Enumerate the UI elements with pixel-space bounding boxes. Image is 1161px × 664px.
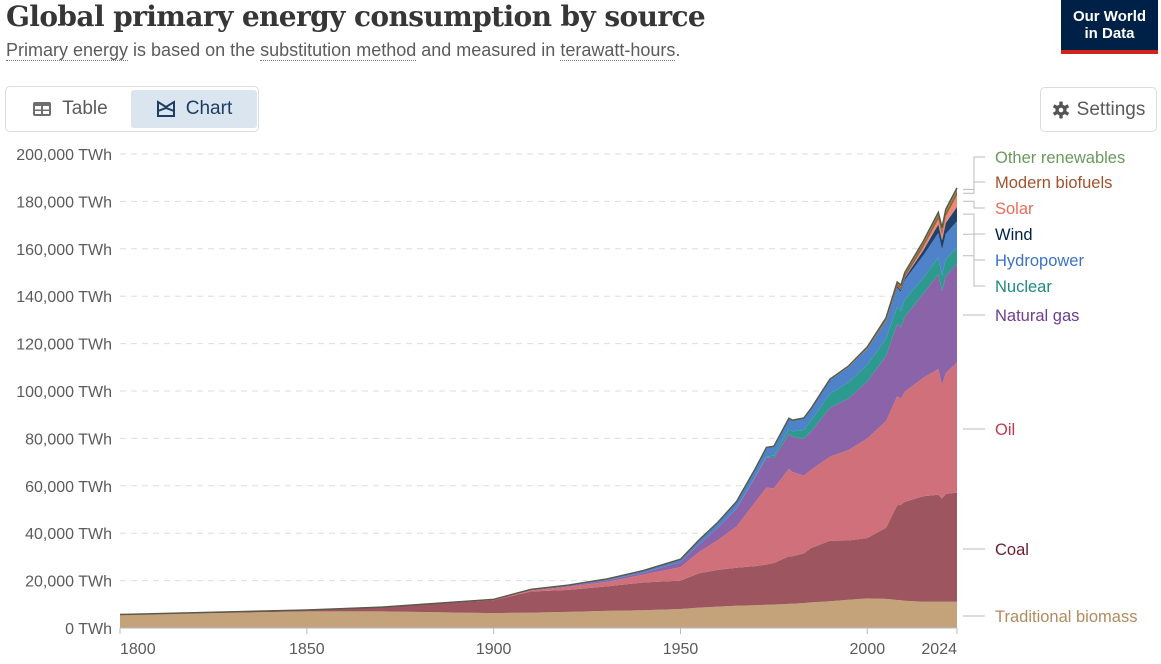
subtitle-text: and measured in bbox=[416, 40, 561, 60]
subtitle-link-terawatt-hours[interactable]: terawatt-hours bbox=[560, 40, 676, 61]
tab-table[interactable]: Table bbox=[9, 90, 131, 128]
legend-connector bbox=[963, 156, 985, 190]
tab-chart[interactable]: Chart bbox=[131, 90, 257, 128]
legend-label: Traditional biomass bbox=[995, 608, 1137, 626]
x-tick-label: 1850 bbox=[289, 641, 325, 658]
legend-label: Oil bbox=[995, 421, 1015, 439]
chart-icon bbox=[156, 100, 176, 118]
total-outline bbox=[119, 187, 958, 616]
area-natural-gas[interactable] bbox=[120, 263, 957, 615]
legend-label: Solar bbox=[995, 200, 1034, 218]
x-axis: 1800 1850 1900 1950 2000 2024 bbox=[119, 627, 958, 658]
y-tick-label: 20,000 TWh bbox=[25, 574, 112, 591]
legend-label: Hydropower bbox=[995, 252, 1084, 270]
legend-label: Coal bbox=[995, 541, 1029, 559]
y-tick-label: 0 TWh bbox=[65, 621, 112, 638]
legend-item-solar[interactable]: Solar bbox=[963, 200, 1034, 218]
tab-chart-label: Chart bbox=[185, 98, 233, 119]
y-tick-label: 140,000 TWh bbox=[16, 289, 112, 306]
area-coal[interactable] bbox=[120, 492, 957, 615]
legend-label: Wind bbox=[995, 226, 1033, 244]
legend-label: Natural gas bbox=[995, 307, 1079, 325]
subtitle-link-primary-energy[interactable]: Primary energy bbox=[6, 40, 129, 61]
area-traditional-biomass[interactable] bbox=[120, 598, 957, 628]
gear-icon bbox=[1052, 101, 1070, 119]
legend-connector bbox=[963, 233, 985, 261]
legend-item-hydropower[interactable]: Hydropower bbox=[963, 233, 1084, 270]
chart-title: Global primary energy consumption by sou… bbox=[6, 0, 706, 33]
y-axis: 0 TWh 20,000 TWh 40,000 TWh 60,000 TWh 80,00… bbox=[16, 147, 112, 638]
y-tick-label: 40,000 TWh bbox=[25, 526, 112, 543]
settings-button[interactable]: Settings bbox=[1040, 87, 1157, 132]
tab-table-label: Table bbox=[62, 98, 108, 119]
legend-connector bbox=[963, 255, 985, 287]
legend-item-other-renewables[interactable]: Other renewables bbox=[963, 149, 1125, 190]
subtitle-text: . bbox=[675, 40, 681, 60]
y-tick-label: 160,000 TWh bbox=[16, 242, 112, 259]
logo-line-2: in Data bbox=[1084, 25, 1135, 42]
table-icon bbox=[32, 101, 52, 117]
legend-connector bbox=[963, 181, 985, 194]
legend-connector bbox=[963, 200, 985, 209]
legend-item-oil[interactable]: Oil bbox=[963, 421, 1015, 439]
x-tick-label: 1800 bbox=[120, 641, 156, 658]
view-tabs: Table Chart bbox=[5, 86, 259, 132]
y-tick-label: 200,000 TWh bbox=[16, 147, 112, 164]
chart-subtitle: Primary energy is based on the substitut… bbox=[6, 40, 680, 61]
legend-item-coal[interactable]: Coal bbox=[963, 541, 1029, 559]
x-tick-label: 1950 bbox=[663, 641, 699, 658]
legend-item-natural-gas[interactable]: Natural gas bbox=[963, 307, 1079, 325]
legend-label: Nuclear bbox=[995, 278, 1052, 296]
y-tick-label: 180,000 TWh bbox=[16, 194, 112, 211]
area-nuclear[interactable] bbox=[120, 247, 957, 615]
y-tick-label: 120,000 TWh bbox=[16, 337, 112, 354]
x-tick-label: 2024 bbox=[921, 641, 957, 658]
legend-label: Other renewables bbox=[995, 149, 1125, 167]
y-tick-label: 100,000 TWh bbox=[16, 384, 112, 401]
legend-item-modern-biofuels[interactable]: Modern biofuels bbox=[963, 174, 1112, 194]
subtitle-link-substitution-method[interactable]: substitution method bbox=[260, 40, 417, 61]
legend-item-wind[interactable]: Wind bbox=[963, 213, 1033, 244]
legend-label: Modern biofuels bbox=[995, 174, 1112, 192]
owid-logo[interactable]: Our World in Data bbox=[1061, 0, 1158, 54]
subtitle-text: is based on the bbox=[128, 40, 261, 60]
settings-label: Settings bbox=[1076, 98, 1146, 120]
legend-connector bbox=[963, 213, 985, 235]
legend-item-traditional-biomass[interactable]: Traditional biomass bbox=[963, 608, 1137, 626]
x-tick-label: 2000 bbox=[850, 641, 886, 658]
legend: Other renewables Modern biofuels Solar Wind… bbox=[963, 149, 1137, 626]
legend-item-nuclear[interactable]: Nuclear bbox=[963, 255, 1052, 296]
y-tick-label: 80,000 TWh bbox=[25, 431, 112, 448]
logo-line-1: Our World bbox=[1072, 8, 1147, 25]
x-tick-label: 1900 bbox=[476, 641, 512, 658]
area-oil[interactable] bbox=[120, 362, 957, 615]
stacked-area-chart: 0 TWh 20,000 TWh 40,000 TWh 60,000 TWh 80,00… bbox=[16, 147, 1137, 658]
areas bbox=[119, 187, 958, 628]
y-tick-label: 60,000 TWh bbox=[25, 479, 112, 496]
